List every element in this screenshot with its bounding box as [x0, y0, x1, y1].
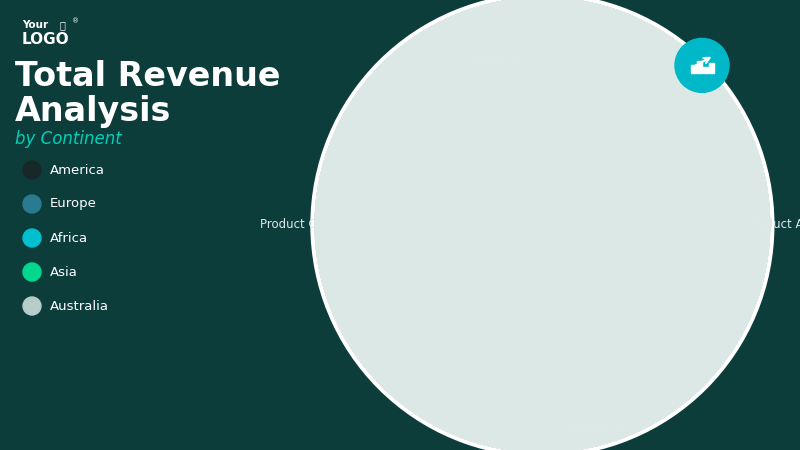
Bar — [709, 63, 714, 73]
Bar — [412, 172, 542, 225]
Bar — [542, 225, 670, 404]
Bar — [459, 225, 542, 259]
Text: 🟦: 🟦 — [60, 20, 66, 30]
Bar — [542, 196, 614, 225]
Text: ®: ® — [72, 18, 79, 24]
Text: Total Revenue: Total Revenue — [15, 60, 281, 93]
Bar — [542, 225, 631, 261]
Bar — [690, 65, 695, 73]
Bar — [407, 36, 542, 225]
Bar — [534, 153, 551, 225]
Bar — [542, 210, 662, 240]
Bar — [702, 68, 707, 73]
Text: by Continent: by Continent — [15, 130, 122, 148]
Circle shape — [675, 38, 729, 92]
Bar — [499, 194, 542, 225]
Circle shape — [23, 297, 41, 315]
Text: Analysis: Analysis — [15, 95, 171, 128]
Text: Africa: Africa — [50, 231, 88, 244]
Bar — [697, 61, 702, 73]
Text: LOGO: LOGO — [22, 32, 70, 47]
Bar — [542, 117, 694, 225]
Bar — [542, 225, 566, 284]
Text: America: America — [50, 163, 105, 176]
Circle shape — [23, 229, 41, 247]
Circle shape — [314, 0, 770, 450]
Text: Your: Your — [22, 20, 48, 30]
Text: Product C: Product C — [260, 219, 316, 231]
Bar — [542, 193, 566, 225]
Circle shape — [23, 263, 41, 281]
Text: Product B: Product B — [565, 423, 622, 436]
Bar — [422, 210, 542, 240]
Text: Europe: Europe — [50, 198, 97, 211]
Circle shape — [23, 161, 41, 179]
Text: Product A: Product A — [746, 219, 800, 231]
Bar — [523, 225, 542, 252]
Bar — [380, 225, 542, 341]
Circle shape — [23, 195, 41, 213]
Bar — [523, 178, 542, 225]
Bar — [536, 225, 549, 273]
Bar — [542, 166, 566, 225]
Text: Australia: Australia — [50, 300, 109, 312]
Text: Asia: Asia — [50, 266, 78, 279]
Bar — [528, 225, 542, 261]
Bar — [542, 225, 580, 252]
Text: Product D: Product D — [464, 51, 522, 64]
